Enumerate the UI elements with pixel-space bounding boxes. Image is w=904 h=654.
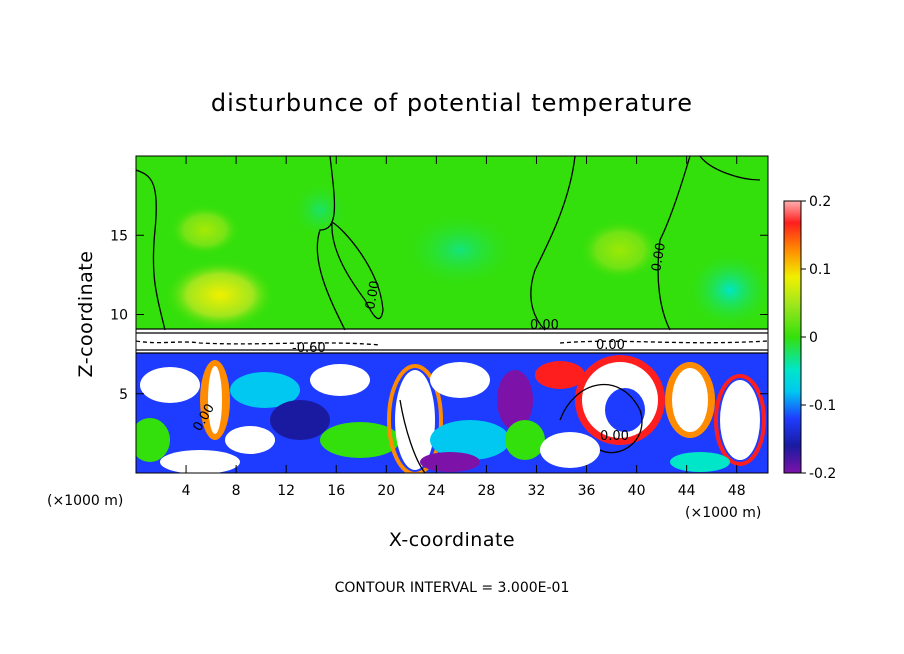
x-tick-label: 40	[628, 483, 646, 499]
x-tick-label: 24	[427, 483, 445, 499]
colorbar-tick-label: 0.1	[809, 262, 831, 278]
y-axis-label: Z-coordinate	[75, 251, 97, 378]
colorbar	[783, 200, 802, 474]
contour-interval-note: CONTOUR INTERVAL = 3.000E-01	[335, 580, 570, 596]
x-tick-label: 36	[578, 483, 596, 499]
colorbar-tick-label: 0.2	[809, 194, 831, 210]
contour-label: 0.00	[530, 318, 559, 333]
x-unit-left: (×1000 m)	[47, 493, 123, 509]
x-tick-label: 12	[277, 483, 295, 499]
x-tick-label: 48	[728, 483, 746, 499]
colorbar-ticks: 0.2 0.1 0 -0.1 -0.2	[801, 194, 836, 482]
colorbar-tick-label: 0	[809, 330, 818, 346]
cool-patch	[400, 210, 520, 290]
cool-patch	[685, 250, 768, 330]
y-tick-label: 15	[110, 228, 128, 244]
warm-patch	[165, 260, 275, 330]
turbulent-blobs	[136, 355, 766, 473]
contour-label: 0.00	[363, 280, 383, 311]
colorbar-gradient	[783, 200, 802, 474]
contour-label: 0.00	[649, 242, 669, 273]
x-tick-label: 8	[232, 483, 241, 499]
x-tick-label: 32	[528, 483, 546, 499]
x-tick-label: 44	[678, 483, 696, 499]
x-tick-label: 16	[327, 483, 345, 499]
contour-lines	[136, 156, 768, 473]
x-tick-label: 4	[182, 483, 191, 499]
contour-label: 0.00	[596, 338, 625, 353]
cool-patch	[290, 180, 350, 240]
y-axis-ticks: 5 10 15	[110, 228, 768, 403]
colorbar-tick-label: -0.2	[809, 466, 836, 482]
x-tick-label: 20	[377, 483, 395, 499]
x-tick-label: 28	[478, 483, 496, 499]
y-tick-label: 5	[119, 387, 128, 403]
contour-label: 0.00	[600, 429, 629, 444]
warm-patch	[170, 205, 240, 255]
colorbar-tick-label: -0.1	[809, 398, 836, 414]
y-tick-label: 10	[110, 308, 128, 324]
x-axis-label: X-coordinate	[389, 529, 515, 551]
warm-patch	[580, 220, 660, 280]
x-unit-right: (×1000 m)	[685, 505, 761, 521]
contour-label: -0.60	[292, 341, 326, 356]
x-axis-ticks: 4 8 12 16 20 24 28 32 36 40 44 48	[182, 156, 746, 499]
heatmap-field: 0.00 -0.60 0.00 0.00 0.00 0.00 0.00	[136, 156, 768, 473]
chart-title: disturbunce of potential temperature	[211, 89, 693, 117]
